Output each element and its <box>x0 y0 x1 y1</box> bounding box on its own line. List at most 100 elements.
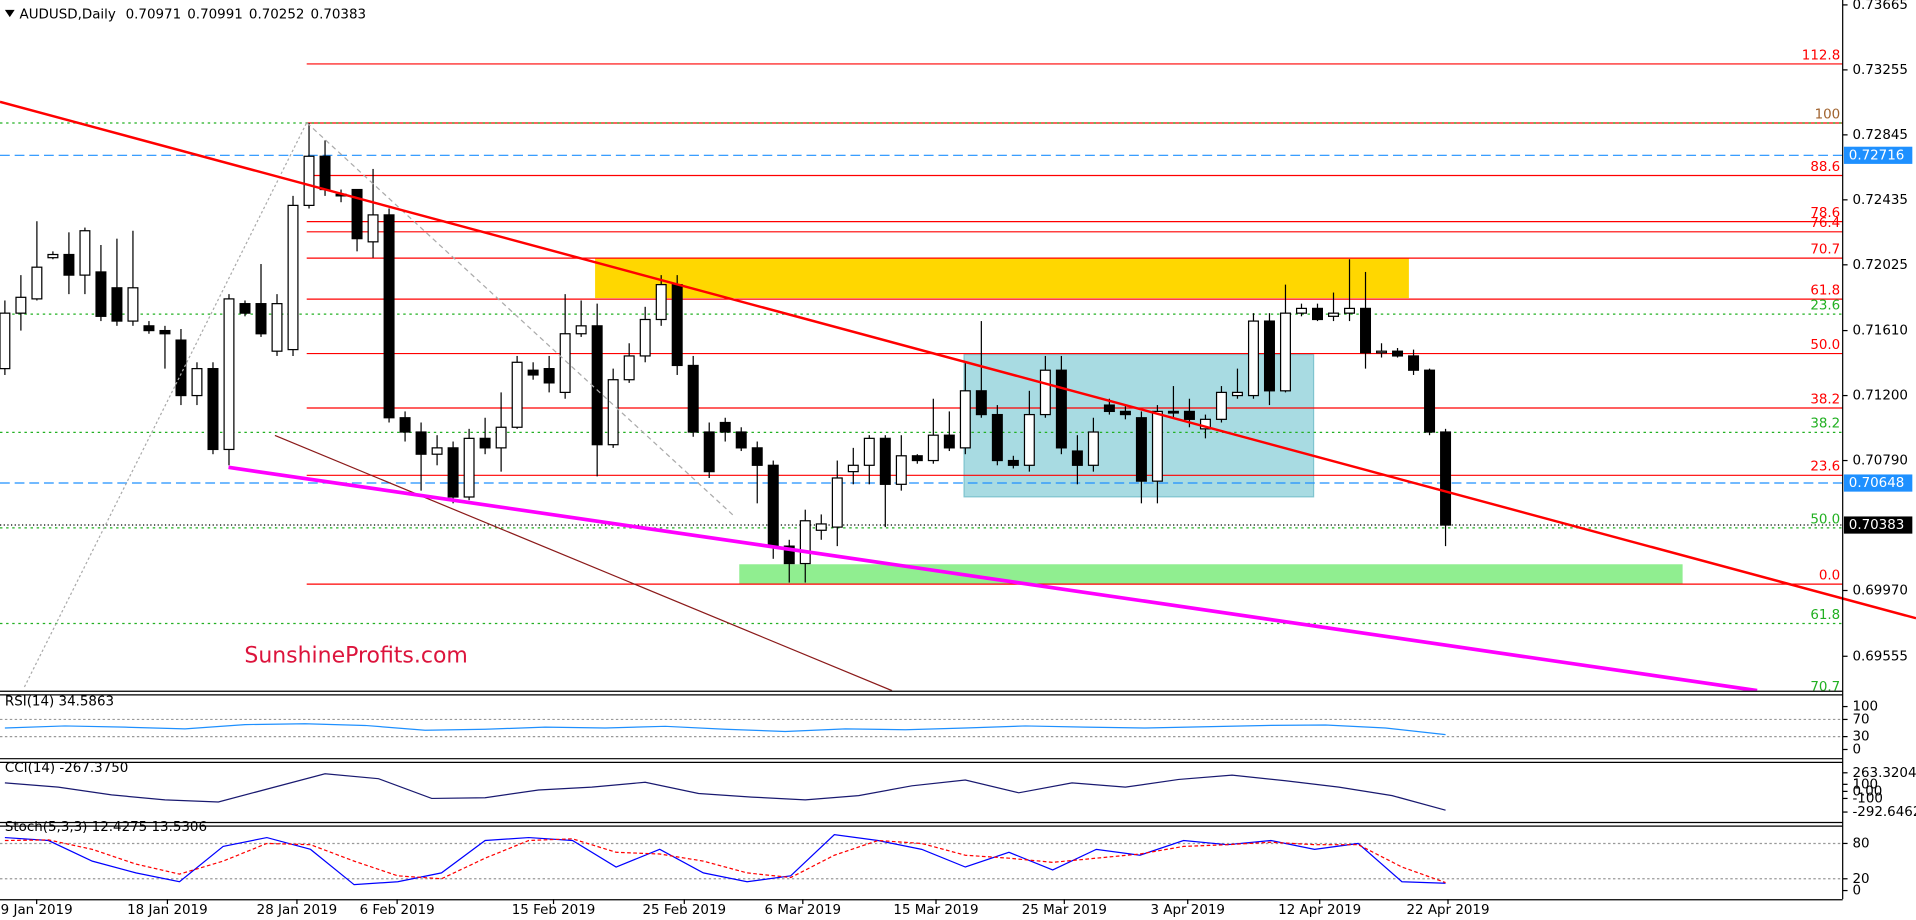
candle-body <box>175 339 187 397</box>
indicator-title: Stoch(5,3,3) 12.4275 13.5306 <box>5 820 207 835</box>
price-tag <box>1843 474 1913 492</box>
x-tick-label: 15 Feb 2019 <box>512 903 596 918</box>
y-tick-label: 263.3204 <box>1852 766 1916 781</box>
candle-body <box>479 437 491 449</box>
candle-body <box>879 437 891 485</box>
y-tick-label: 70 <box>1852 712 1869 727</box>
candle-body <box>1311 307 1323 321</box>
low: 0.70252 <box>249 8 305 23</box>
x-tick-label: 28 Jan 2019 <box>257 903 338 918</box>
candle-body <box>1103 404 1115 413</box>
candle-body <box>1392 350 1404 357</box>
candle-body <box>287 204 299 351</box>
candle-body <box>1199 418 1211 430</box>
y-tick-label: 0.00 <box>1852 784 1882 799</box>
fib-label: 61.8 <box>1810 608 1840 623</box>
levels: 112.8 100 88.6 78.676.4 70.7 61.8 50.0 38.2 23.6… <box>0 48 1843 695</box>
trend-line <box>23 122 308 688</box>
candle-body <box>1263 320 1275 392</box>
candle-body <box>1328 312 1340 317</box>
fib-label: 61.8 <box>1810 284 1840 299</box>
fib-label: 112.8 <box>1802 48 1840 63</box>
candle-body <box>1023 413 1035 466</box>
candle-body <box>655 284 667 321</box>
fib-label: 38.2 <box>1810 417 1840 432</box>
high: 0.70991 <box>187 8 243 23</box>
y-tick-label: 30 <box>1852 730 1869 745</box>
header: AUDUSD,Daily 0.70971 0.70991 0.70252 0.70383 <box>20 8 367 23</box>
candle-body <box>1247 320 1259 397</box>
trend-lines <box>0 100 1916 691</box>
y-tick-label: 20 <box>1852 872 1869 887</box>
candle-body <box>95 271 107 317</box>
candle-body <box>943 434 955 449</box>
x-tick-label: 25 Feb 2019 <box>642 903 726 918</box>
candle-body <box>959 390 971 449</box>
candle-body <box>751 447 763 466</box>
candle-body <box>1279 312 1291 392</box>
candle-body <box>1119 410 1131 416</box>
fib-label: 88.6 <box>1810 160 1840 175</box>
y-tick-label: -100 <box>1852 791 1882 806</box>
y-tick-label: 0.69970 <box>1852 583 1908 598</box>
candle-body <box>207 368 219 451</box>
candle-body <box>1055 369 1067 449</box>
fib-label: 70.7 <box>1810 243 1840 258</box>
indicator-line <box>4 833 1446 886</box>
candle-body <box>383 214 395 419</box>
candle-body <box>1167 410 1179 414</box>
y-tick-label: 0.72845 <box>1852 128 1908 143</box>
x-tick-label: 22 Apr 2019 <box>1406 903 1489 918</box>
candle-body <box>1087 431 1099 466</box>
candle-body <box>703 431 715 473</box>
indicator-line <box>4 838 1446 884</box>
y-tick-label: 100 <box>1852 700 1878 715</box>
candle-body <box>255 303 267 335</box>
candle-body <box>799 520 811 565</box>
candle-body <box>927 434 939 462</box>
candle-body <box>591 325 603 446</box>
candle-body <box>895 455 907 485</box>
y-tick-label: 0.70790 <box>1852 454 1908 469</box>
candle-body <box>1344 307 1356 314</box>
candle-body <box>511 361 523 428</box>
fib-label: 38.2 <box>1810 392 1840 407</box>
fib-label: 50.0 <box>1810 512 1840 527</box>
candle-body <box>911 455 923 462</box>
price-tag-label: 0.70383 <box>1849 518 1905 533</box>
trend-line <box>274 434 893 691</box>
fib-label: 23.6 <box>1810 298 1840 313</box>
candle-body <box>783 545 795 565</box>
candle-body <box>271 303 283 352</box>
fib-label: 70.7 <box>1810 680 1840 695</box>
candle-body <box>543 368 555 384</box>
candle-body <box>687 364 699 433</box>
candle-body <box>1231 391 1243 397</box>
candle-body <box>719 421 731 433</box>
candle-body <box>1151 410 1163 482</box>
candle-body <box>735 431 747 449</box>
candle-body <box>47 253 59 259</box>
candle-body <box>1295 307 1307 314</box>
fib-label: 78.6 <box>1810 206 1840 221</box>
candle-body <box>495 426 507 449</box>
x-tick-label: 25 Mar 2019 <box>1022 903 1107 918</box>
candle-body <box>367 214 379 243</box>
open: 0.70971 <box>126 8 182 23</box>
candle-body <box>239 303 251 314</box>
watermark: SunshineProfits.com <box>244 643 467 668</box>
candle-body <box>223 298 235 451</box>
candle-body <box>351 188 363 240</box>
trend-line <box>228 465 1758 691</box>
close: 0.70383 <box>311 8 367 23</box>
y-tick-label: 80 <box>1852 836 1869 851</box>
candle-body <box>815 523 827 531</box>
candle-body <box>639 318 651 357</box>
candle-body <box>767 464 779 547</box>
resistance-zone <box>595 257 1409 299</box>
y-tick-label: 0.72025 <box>1852 258 1908 273</box>
frames <box>0 0 1844 901</box>
price-tag <box>1843 516 1913 534</box>
